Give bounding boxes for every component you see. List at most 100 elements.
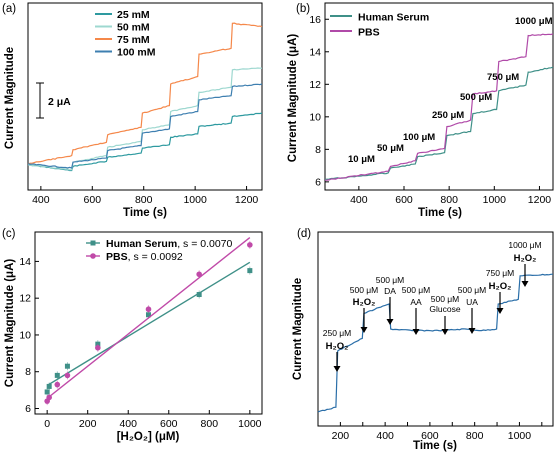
panel-c-label: (c) — [2, 228, 16, 240]
panel-c-data-point — [196, 292, 202, 298]
panel-d-event-annotation: H₂O₂ — [514, 253, 537, 264]
panel-c-data-point — [54, 372, 60, 378]
panel-b-x-tick-label: 400 — [350, 194, 368, 206]
panel-a-x-tick-label: 800 — [135, 194, 153, 206]
panel-a-x-tick-label: 1200 — [235, 194, 259, 206]
panel-d-event-annotation: 500 μM — [376, 275, 405, 285]
panel-b-legend-entry: Human Serum — [358, 12, 429, 24]
panel-c-legend-separator: , — [177, 238, 183, 250]
panel-a-scale-bar-label: 2 μA — [48, 96, 71, 108]
panel-d-event-annotation: H₂O₂ — [326, 341, 349, 352]
panel-c-y-tick-label: 10 — [19, 329, 31, 341]
panel-b-series-line — [324, 33, 554, 181]
panel-c-legend-series-name: PBS — [106, 251, 128, 263]
panel-b-x-tick-label: 1000 — [483, 194, 507, 206]
panel-c-data-point — [64, 363, 70, 369]
panel-a-legend-entry: 75 mM — [117, 34, 150, 46]
panel-d-event-annotation: 1000 μM — [508, 240, 541, 250]
panel-d-event-annotation: H₂O₂ — [353, 297, 376, 308]
panel-a-x-tick-label: 600 — [84, 194, 102, 206]
panel-c-fit-line — [46, 236, 251, 399]
panel-b-x-tick-label: 600 — [395, 194, 413, 206]
panel-c-y-tick-label: 12 — [19, 293, 31, 305]
panel-b-label: (b) — [296, 3, 310, 15]
panel-a-x-tick-label: 1000 — [183, 194, 207, 206]
panel-c-data-point — [46, 394, 52, 401]
panel-c-x-tick-label: 1000 — [238, 418, 262, 430]
panel-c-legend-series-name: Human Serum — [106, 238, 177, 250]
panel-b-y-tick-label: 16 — [309, 14, 321, 26]
panel-b-step-annotation: 10 μM — [348, 154, 375, 165]
panel-d-plot-frame — [317, 231, 554, 427]
panel-d-event-annotation: H₂O₂ — [489, 281, 512, 292]
panel-b-step-annotation: 50 μM — [377, 143, 404, 154]
panel-c-legend-separator: , — [128, 251, 134, 263]
panel-b-x-tick-label: 1200 — [528, 194, 552, 206]
panel-c-data-point — [46, 383, 52, 389]
panel-c-y-tick-label: 6 — [25, 403, 31, 415]
panel-c-legend-marker — [90, 240, 96, 246]
panel-b-y-tick-label: 14 — [309, 46, 321, 58]
panel-a-series-line — [27, 112, 263, 172]
panel-d-x-tick-label: 400 — [376, 430, 394, 442]
panel-b-plot-frame — [324, 2, 554, 191]
panel-d-x-axis-title: Time (s) — [413, 440, 457, 452]
panel-d-event-annotation: 250 μM — [323, 328, 352, 338]
panel-d-x-tick-label: 600 — [421, 430, 439, 442]
panel-d-x-tick-label: 1000 — [508, 430, 532, 442]
panel-d-event-arrowhead — [386, 319, 394, 325]
panel-b-step-annotation: 1000 μM — [515, 16, 553, 27]
panel-b-x-tick-label: 800 — [440, 194, 458, 206]
panel-d-x-tick-label: 200 — [332, 430, 350, 442]
panel-a-plot-frame — [27, 2, 263, 191]
panel-b-step-annotation: 250 μM — [432, 110, 464, 121]
panel-d-event-arrowhead — [468, 328, 476, 334]
panel-d-event-annotation: 500 μM — [402, 285, 431, 295]
panel-a-label: (a) — [2, 3, 16, 15]
panel-c-plot-frame — [34, 231, 263, 415]
panel-d-series-line — [317, 273, 554, 413]
panel-b-step-annotation: 500 μM — [460, 92, 492, 103]
panel-a-legend-entry: 25 mM — [117, 9, 150, 21]
panel-d-event-arrowhead — [333, 366, 341, 372]
panel-a-x-axis-title: Time (s) — [123, 207, 167, 219]
panel-b-step-annotation: 100 μM — [403, 132, 435, 143]
panel-d-event-annotation: AA — [410, 297, 422, 307]
panel-c-data-point — [247, 242, 253, 248]
panel-d-event-arrowhead — [521, 281, 529, 287]
panel-d-event-arrowhead — [441, 329, 449, 335]
panel-a-y-axis-title: Current Magnitude — [4, 47, 16, 149]
panel-a-series-line — [27, 22, 263, 165]
panel-d-x-tick-label: 800 — [466, 430, 484, 442]
panel-d-event-arrowhead — [360, 327, 368, 333]
panel-c-data-point — [247, 268, 253, 274]
panel-c-legend-marker — [90, 253, 96, 259]
panel-c-y-axis-title: Current Magnitude (μA) — [4, 259, 16, 388]
panel-c-data-point — [64, 372, 71, 379]
panel-c-data-point — [145, 306, 152, 313]
panel-a-legend-entry: 50 mM — [117, 22, 150, 34]
panel-c-data-point — [54, 381, 61, 388]
panel-b-x-axis-title: Time (s) — [418, 207, 462, 219]
panel-d-event-annotation: Glucose — [429, 304, 460, 314]
panel-d-event-arrowhead — [412, 329, 420, 335]
panel-c-data-point — [196, 271, 202, 278]
panel-c-x-tick-label: 400 — [119, 418, 137, 430]
panel-b-y-tick-label: 8 — [315, 144, 321, 156]
panel-c-x-tick-label: 0 — [44, 418, 50, 430]
panel-c-legend-slope: s = 0.0092 — [133, 251, 182, 263]
panel-d-event-annotation: 500 μM — [431, 294, 460, 304]
panel-c-x-axis-title: [H₂O₂] (μM) — [117, 431, 180, 443]
panel-c-x-tick-label: 600 — [160, 418, 178, 430]
panel-c-data-point — [146, 312, 151, 318]
panel-b-y-tick-label: 12 — [309, 79, 321, 91]
panel-b-legend-entry: PBS — [358, 27, 380, 39]
panel-c-data-point — [95, 345, 101, 351]
panel-d-event-arrowhead — [496, 308, 504, 314]
panel-d-event-annotation: 750 μM — [486, 268, 515, 278]
panel-a-series-line — [27, 67, 262, 171]
panel-d-event-annotation: 500 μM — [350, 285, 379, 295]
panel-b-series-line — [324, 66, 554, 180]
panel-a-x-tick-label: 400 — [32, 194, 50, 206]
